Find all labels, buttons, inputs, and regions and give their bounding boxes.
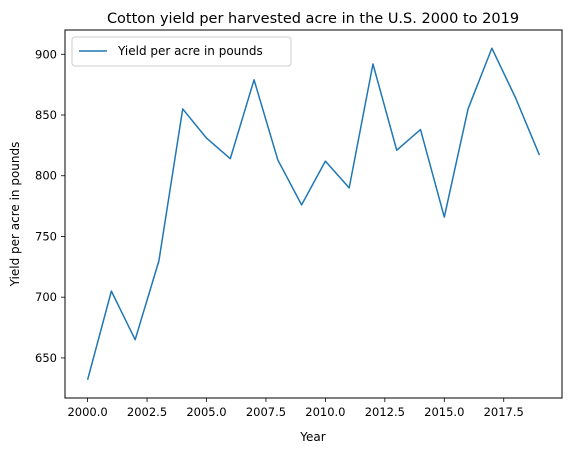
x-tick-label: 2010.0 bbox=[305, 405, 345, 419]
x-tick-label: 2012.5 bbox=[365, 405, 405, 419]
y-tick-label: 850 bbox=[35, 108, 57, 122]
x-tick-label: 2005.0 bbox=[186, 405, 226, 419]
y-axis-label: Yield per acre in pounds bbox=[8, 142, 22, 288]
x-tick-label: 2000.0 bbox=[67, 405, 107, 419]
legend-box bbox=[71, 36, 292, 67]
legend-label: Yield per acre in pounds bbox=[117, 44, 263, 58]
y-tick-label: 750 bbox=[35, 229, 57, 243]
y-tick-label: 700 bbox=[35, 290, 57, 304]
series-line-0 bbox=[86, 47, 541, 380]
plot-area bbox=[86, 47, 541, 380]
x-tick-label: 2002.5 bbox=[127, 405, 167, 419]
y-tick-label: 900 bbox=[35, 47, 57, 61]
x-tick-label: 2015.0 bbox=[424, 405, 464, 419]
x-tick-label: 2007.5 bbox=[246, 405, 286, 419]
y-tick-label: 650 bbox=[35, 351, 57, 365]
y-tick-label: 800 bbox=[35, 169, 57, 183]
legend: Yield per acre in pounds bbox=[71, 36, 292, 67]
y-axis-ticks: 650 700 750 800 850 900 bbox=[35, 47, 65, 365]
chart-title: Cotton yield per harvested acre in the U… bbox=[107, 11, 519, 27]
x-tick-label: 2017.5 bbox=[484, 405, 524, 419]
axes-frame bbox=[64, 29, 563, 399]
x-axis-ticks: 2000.0 2002.5 2005.0 2007.5 2010.0 2012.5 2015… bbox=[67, 398, 524, 419]
x-axis-label: Year bbox=[299, 430, 325, 444]
